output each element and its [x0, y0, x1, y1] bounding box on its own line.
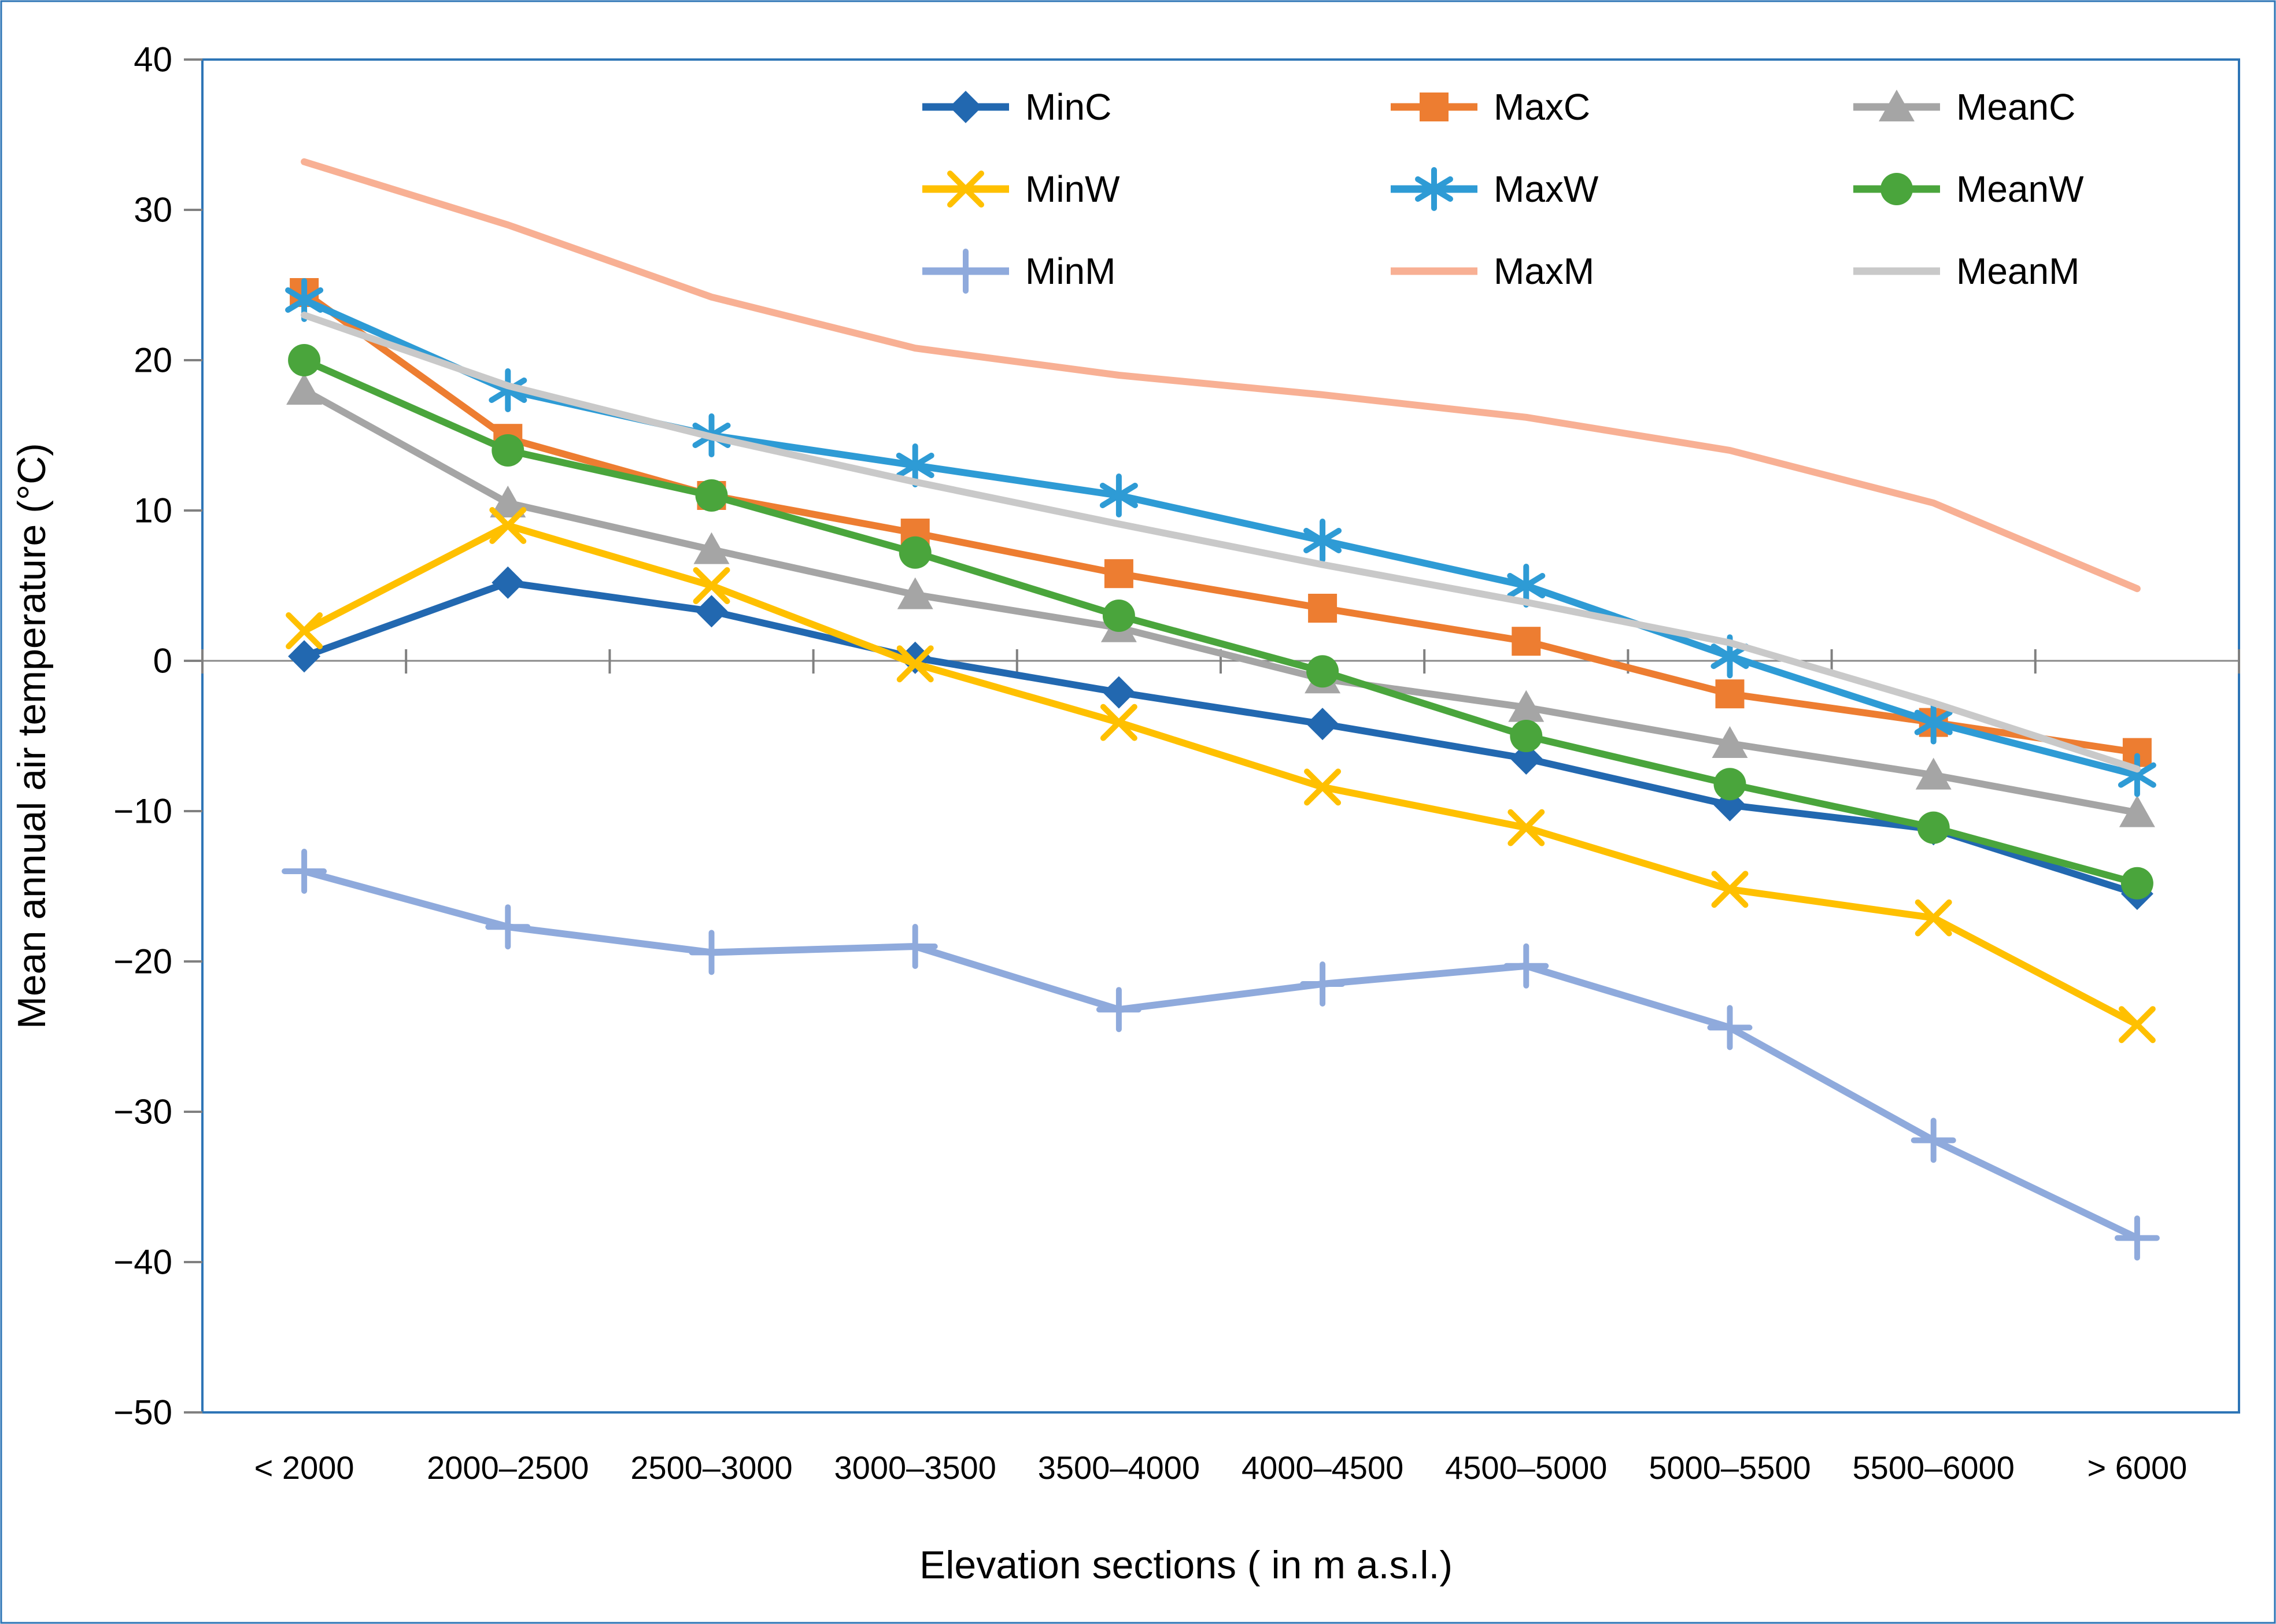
marker-triangle [1879, 90, 1915, 121]
x-category-label: 5000–5500 [1649, 1449, 1811, 1486]
marker-x [286, 612, 323, 649]
series-line-MaxW [301, 297, 2141, 779]
marker-circle [1880, 173, 1913, 205]
marker-diamond [1102, 676, 1135, 709]
x-category-label: 3000–3500 [834, 1449, 996, 1486]
marker-diamond [949, 91, 982, 123]
marker-diamond [492, 566, 524, 599]
x-category-label: 5500–6000 [1853, 1449, 2015, 1486]
legend-label-MaxC: MaxC [1494, 86, 1590, 128]
legend-label-MaxW: MaxW [1494, 168, 1599, 210]
marker-x [1711, 871, 1749, 908]
x-category-label: 2000–2500 [427, 1449, 589, 1486]
marker-asterisk [1303, 528, 1342, 553]
marker-square [1420, 93, 1449, 121]
y-tick-label: −40 [113, 1243, 172, 1282]
marker-square [1104, 559, 1133, 589]
marker-circle [492, 434, 524, 467]
y-tick-label: 40 [134, 40, 172, 79]
series-line-MeanC [301, 387, 2141, 816]
legend-label-MeanC: MeanC [1956, 86, 2075, 128]
series-line-MaxM [301, 158, 2141, 593]
marker-diamond [1510, 742, 1543, 775]
marker-circle [288, 344, 321, 376]
y-axis-title: Mean annual air temperature (°C) [10, 443, 54, 1029]
marker-triangle [1508, 690, 1545, 722]
marker-asterisk [1099, 483, 1138, 508]
y-tick-label: −20 [113, 942, 172, 981]
legend-label-MaxM: MaxM [1494, 250, 1594, 292]
marker-circle [695, 479, 728, 512]
marker-circle [899, 536, 932, 569]
marker-square [1308, 594, 1337, 623]
series-line-MeanM [301, 312, 2141, 773]
marker-circle [1917, 811, 1950, 844]
marker-asterisk [1415, 176, 1453, 202]
marker-x [1304, 768, 1342, 806]
marker-circle [1713, 768, 1746, 801]
marker-x [947, 171, 984, 208]
marker-circle [2120, 867, 2153, 900]
marker-asterisk [896, 453, 934, 478]
legend-label-MeanM: MeanM [1956, 250, 2079, 292]
marker-square [1715, 679, 1745, 709]
y-tick-label: 20 [134, 341, 172, 380]
x-category-label: 3500–4000 [1038, 1449, 1200, 1486]
plot-area-border [201, 58, 2240, 1414]
marker-diamond [1306, 708, 1339, 741]
marker-asterisk [285, 287, 324, 313]
marker-triangle [490, 486, 526, 517]
y-tick-label: −50 [113, 1393, 172, 1432]
x-category-label: 4000–4500 [1242, 1449, 1403, 1486]
marker-square [1512, 627, 1541, 656]
marker-asterisk [489, 378, 527, 403]
marker-x [1915, 899, 1952, 937]
x-category-label: < 2000 [254, 1449, 354, 1486]
marker-circle [1510, 720, 1543, 752]
marker-asterisk [2118, 762, 2156, 788]
series-line-MinM [301, 868, 2141, 1242]
marker-x [1100, 704, 1137, 741]
marker-asterisk [1507, 573, 1546, 598]
legend-label-MinM: MinM [1025, 250, 1115, 292]
x-category-label: 4500–5000 [1445, 1449, 1607, 1486]
y-tick-label: −30 [113, 1093, 172, 1131]
series-line-MeanW [301, 357, 2141, 887]
marker-x [896, 645, 934, 683]
series-line-MaxC [301, 289, 2141, 756]
marker-circle [1306, 655, 1339, 688]
marker-triangle [693, 532, 730, 564]
marker-asterisk [1710, 643, 1749, 669]
marker-x [1508, 809, 1545, 846]
series-line-MinC [301, 579, 2141, 897]
legend-label-MinC: MinC [1025, 86, 1111, 128]
marker-triangle [2119, 795, 2155, 827]
y-tick-label: 30 [134, 191, 172, 230]
x-category-label: 2500–3000 [630, 1449, 792, 1486]
marker-x [489, 507, 527, 544]
legend-label-MeanW: MeanW [1956, 168, 2084, 210]
x-axis-title: Elevation sections ( in m a.s.l.) [919, 1543, 1453, 1587]
marker-triangle [1712, 726, 1748, 758]
y-tick-label: 0 [153, 642, 172, 680]
y-tick-label: −10 [113, 792, 172, 831]
series-line-MinW [301, 522, 2141, 1029]
marker-asterisk [1914, 709, 1953, 735]
marker-triangle [286, 373, 323, 405]
x-category-label: > 6000 [2087, 1449, 2187, 1486]
marker-triangle [1915, 757, 1952, 790]
marker-x [2118, 1006, 2156, 1044]
y-tick-label: 10 [134, 491, 172, 530]
marker-x [693, 567, 730, 604]
marker-diamond [695, 595, 728, 628]
marker-circle [1102, 600, 1135, 632]
marker-triangle [897, 577, 933, 609]
legend-label-MinW: MinW [1025, 168, 1120, 210]
marker-diamond [288, 640, 321, 673]
